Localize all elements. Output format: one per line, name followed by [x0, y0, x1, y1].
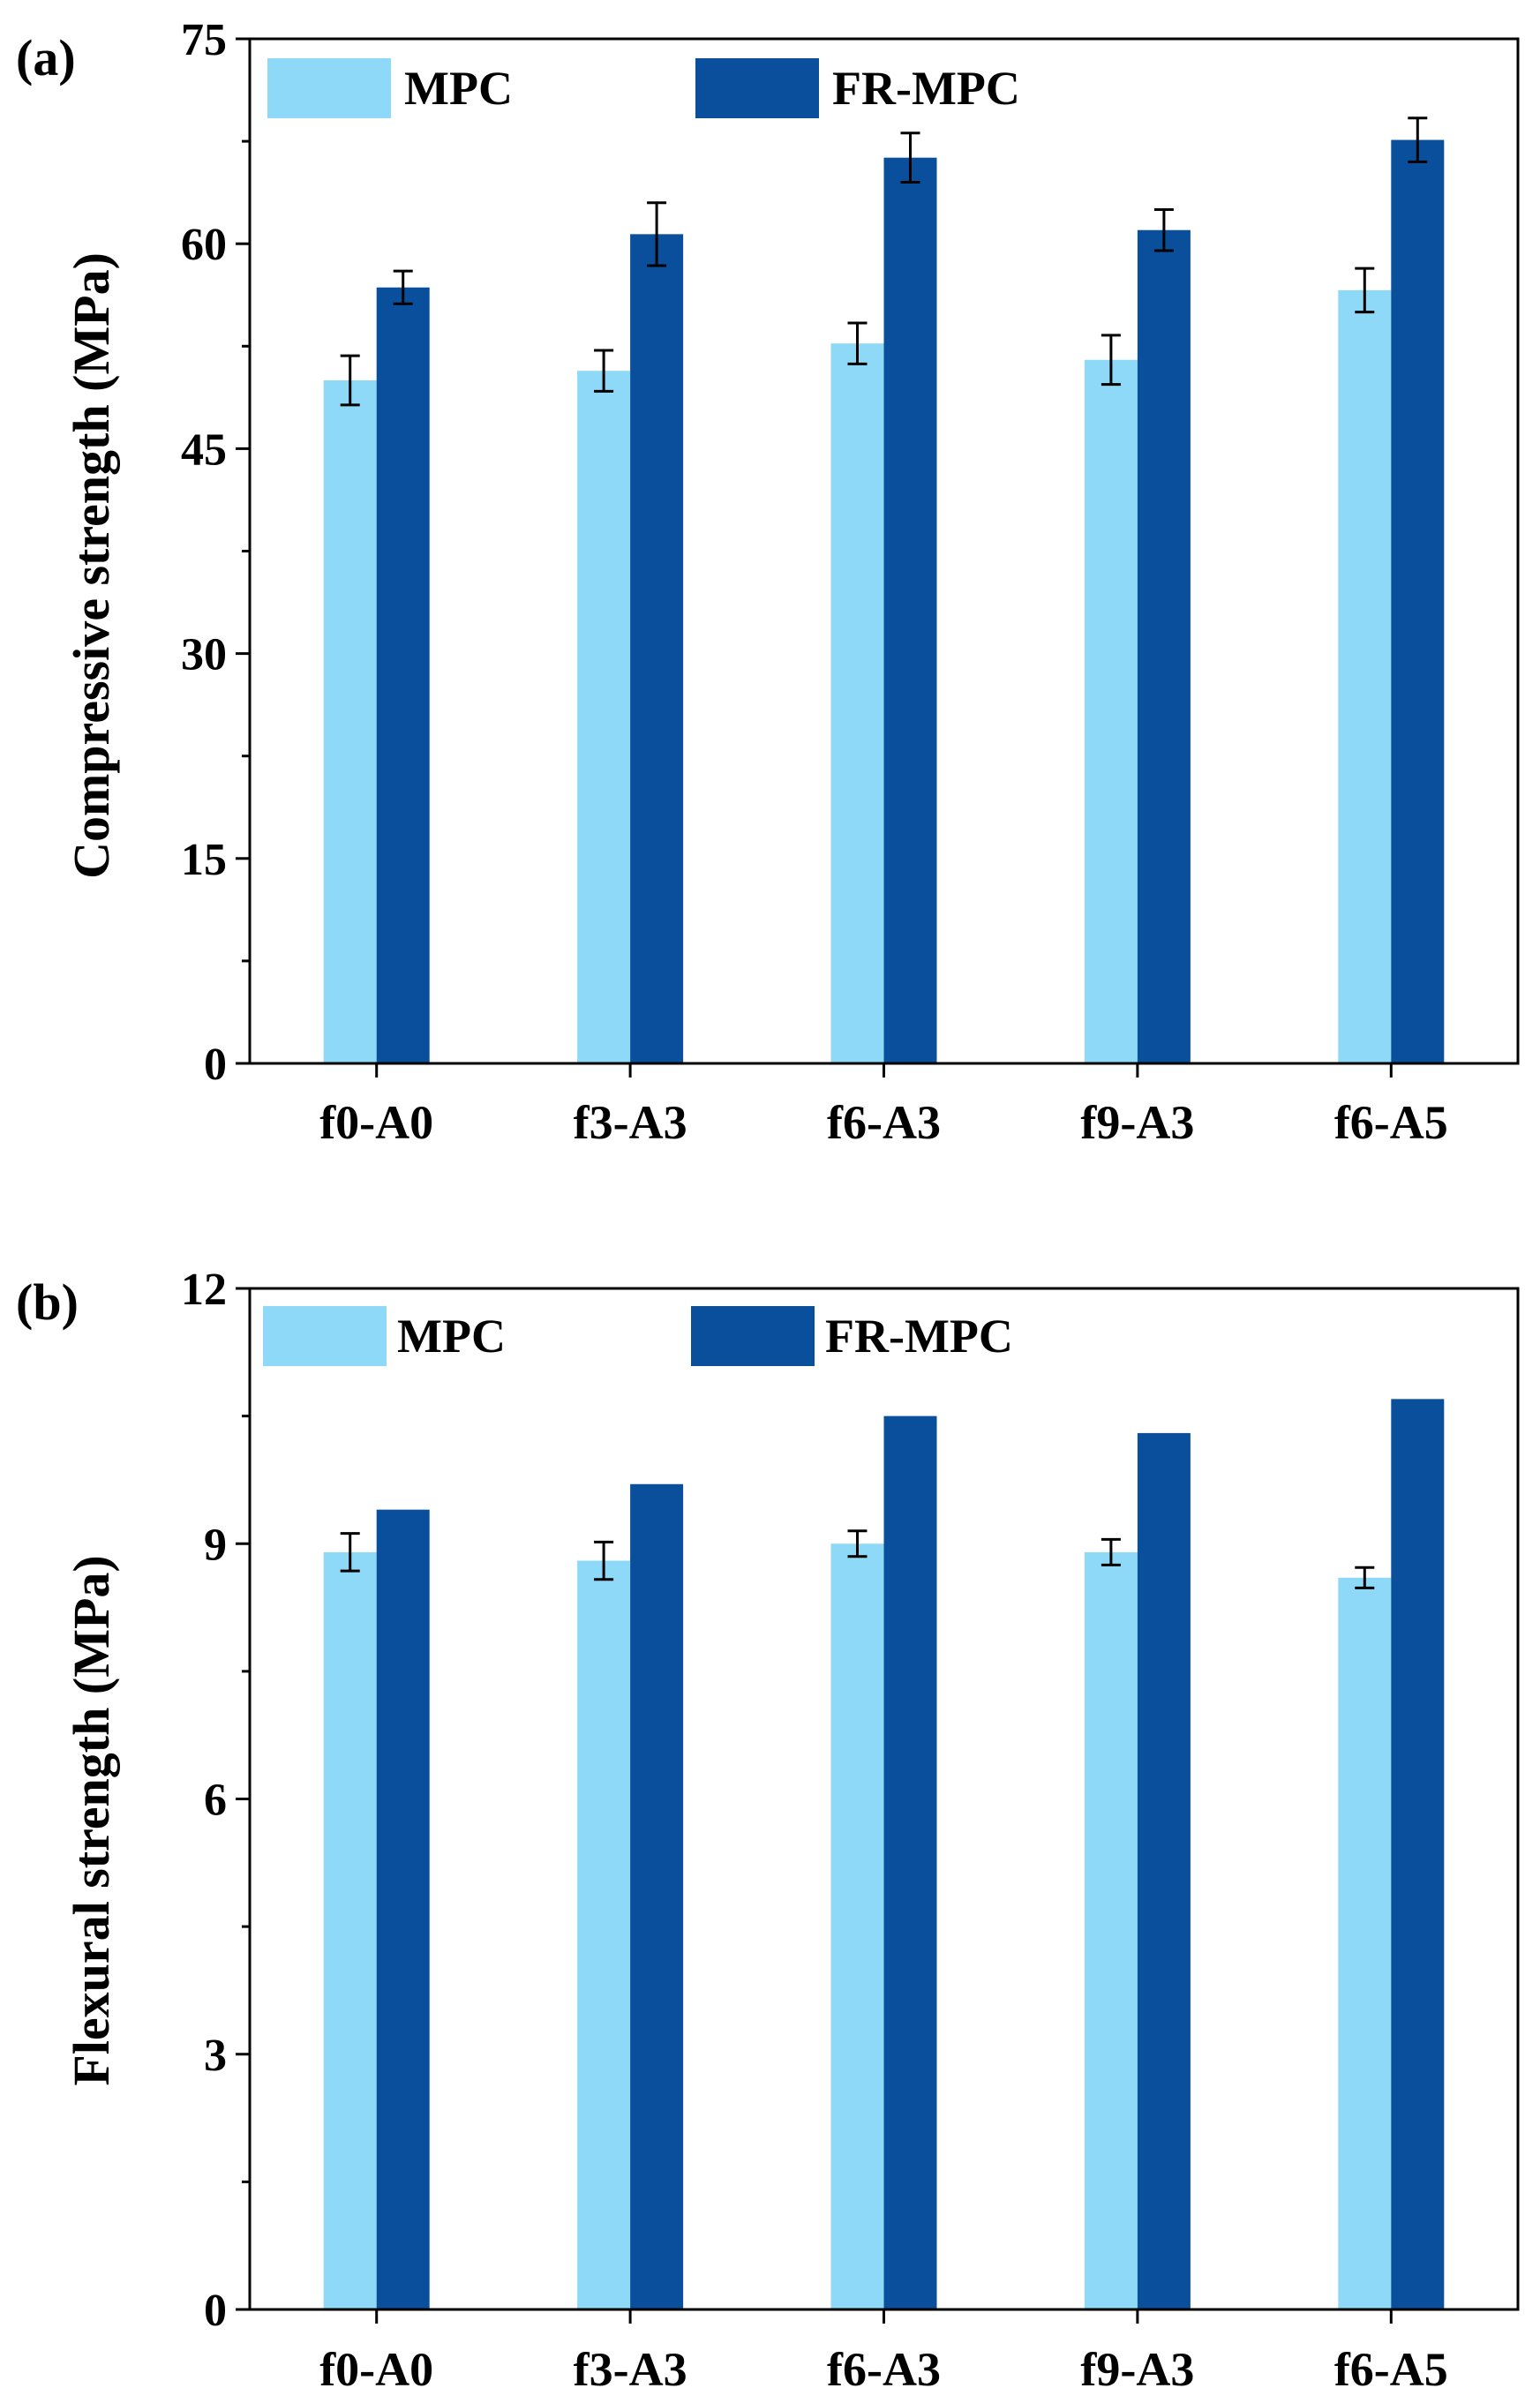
- error-bar-mpc-f6-a5-b: [1355, 1566, 1375, 1589]
- bar-fr-mpc-f3-a3-a: [630, 234, 684, 1063]
- bar-fr-mpc-f6-a3-b: [883, 1416, 937, 2309]
- x-tick-label-f6-a3-b: f6-A3: [827, 2343, 941, 2396]
- x-tick-label-f9-a3-a: f9-A3: [1080, 1096, 1194, 1149]
- error-bar-mpc-f0-a0-b: [340, 1532, 360, 1573]
- x-tick-label-f6-a3-a: f6-A3: [827, 1096, 941, 1149]
- legend-label-fr-mpc-b: FR-MPC: [825, 1310, 1013, 1363]
- plot-area-b: f0-A0 f3-A3 f6-A3 f9-A3 f6-A5 0 3 6 9 12: [181, 1265, 1520, 2396]
- y-tick-label-3-b: 3: [204, 2031, 227, 2081]
- error-bar-mpc-f6-a3-b: [847, 1529, 868, 1558]
- panel-label-a: (a): [16, 29, 76, 86]
- y-tick-label-30-a: 30: [181, 630, 227, 680]
- bar-mpc-f9-a3-b: [1084, 1551, 1138, 2309]
- panel-a: (a) Compressive strength (MPa) f0-A0 f3-A…: [16, 15, 1520, 1149]
- error-bar-mpc-f3-a3-a: [594, 349, 614, 393]
- error-bar-mpc-f6-a5-a: [1355, 267, 1375, 314]
- legend-label-mpc-a: MPC: [404, 62, 513, 115]
- error-bar-fr-mpc-f3-a3-a: [647, 201, 667, 267]
- error-bar-mpc-f3-a3-b: [594, 1540, 614, 1581]
- bar-mpc-f6-a5-b: [1338, 1577, 1392, 2309]
- plot-area-a: f0-A0 f3-A3 f6-A3 f9-A3 f6-A5 0 15 30 45 60 75: [181, 15, 1520, 1149]
- bar-mpc-f0-a0-b: [323, 1551, 377, 2309]
- bar-fr-mpc-f6-a5-a: [1391, 139, 1445, 1063]
- bar-fr-mpc-f3-a3-b: [630, 1483, 684, 2309]
- x-tick-label-f0-a0-b: f0-A0: [319, 2343, 433, 2396]
- y-tick-label-15-a: 15: [181, 835, 227, 885]
- legend-b: MPC FR-MPC: [263, 1306, 1013, 1366]
- panel-label-b: (b): [16, 1273, 79, 1331]
- bar-mpc-f9-a3-a: [1084, 359, 1138, 1063]
- y-tick-label-60-a: 60: [181, 220, 227, 270]
- y-tick-label-45-a: 45: [181, 424, 227, 475]
- bar-fr-mpc-f9-a3-b: [1137, 1432, 1191, 2309]
- error-bar-mpc-f9-a3-a: [1101, 334, 1121, 387]
- legend-label-fr-mpc-a: FR-MPC: [832, 62, 1020, 115]
- error-bar-mpc-f6-a3-a: [847, 321, 868, 365]
- bar-fr-mpc-f6-a3-a: [883, 157, 937, 1063]
- x-tick-label-f0-a0-a: f0-A0: [319, 1096, 433, 1149]
- error-bar-fr-mpc-f6-a5-a: [1408, 116, 1428, 163]
- bar-mpc-f3-a3-a: [577, 371, 631, 1063]
- axes-frame-a: [248, 37, 1520, 1065]
- bar-mpc-f3-a3-b: [577, 1560, 631, 2309]
- error-bar-mpc-f0-a0-a: [340, 354, 360, 407]
- y-tick-label-12-b: 12: [181, 1265, 227, 1315]
- error-bar-mpc-f9-a3-b: [1101, 1537, 1121, 1566]
- legend-swatch-fr-mpc-b: [691, 1306, 815, 1366]
- error-bar-fr-mpc-f0-a0-a: [393, 269, 413, 305]
- y-axis-title-a: Compressive strength (MPa): [63, 252, 120, 879]
- legend-a: MPC FR-MPC: [267, 58, 1020, 118]
- bar-fr-mpc-f0-a0-b: [376, 1509, 430, 2309]
- panel-b: (b) Flexural strength (MPa) f0-A0 f3-A3 f6…: [16, 1265, 1520, 2396]
- legend-swatch-mpc-b: [263, 1306, 387, 1366]
- y-tick-label-0-a: 0: [204, 1040, 227, 1090]
- x-tick-label-f3-a3-a: f3-A3: [574, 1096, 687, 1149]
- legend-swatch-mpc-a: [267, 58, 391, 118]
- x-tick-label-f3-a3-b: f3-A3: [574, 2343, 687, 2396]
- bar-fr-mpc-f9-a3-a: [1137, 229, 1191, 1064]
- x-tick-label-f6-a5-a: f6-A5: [1334, 1096, 1448, 1149]
- error-bar-fr-mpc-f6-a3-a: [900, 131, 920, 184]
- bar-mpc-f6-a5-a: [1338, 289, 1392, 1063]
- bar-fr-mpc-f0-a0-a: [376, 287, 430, 1064]
- axes-frame-b: [248, 1287, 1520, 2311]
- y-tick-label-75-a: 75: [181, 15, 227, 65]
- bar-mpc-f0-a0-a: [323, 380, 377, 1063]
- legend-swatch-fr-mpc-a: [695, 58, 819, 118]
- bar-fr-mpc-f6-a5-b: [1391, 1399, 1445, 2309]
- y-axis-title-b: Flexural strength (MPa): [63, 1555, 120, 2085]
- y-tick-label-9-b: 9: [204, 1520, 227, 1570]
- bar-mpc-f6-a3-b: [830, 1543, 884, 2309]
- x-tick-label-f9-a3-b: f9-A3: [1080, 2343, 1194, 2396]
- error-bar-fr-mpc-f9-a3-a: [1153, 208, 1174, 252]
- y-tick-label-6-b: 6: [204, 1776, 227, 1826]
- bar-mpc-f6-a3-a: [830, 343, 884, 1064]
- legend-label-mpc-b: MPC: [397, 1310, 506, 1363]
- y-tick-label-0-b: 0: [204, 2286, 227, 2336]
- x-tick-label-f6-a5-b: f6-A5: [1334, 2343, 1448, 2396]
